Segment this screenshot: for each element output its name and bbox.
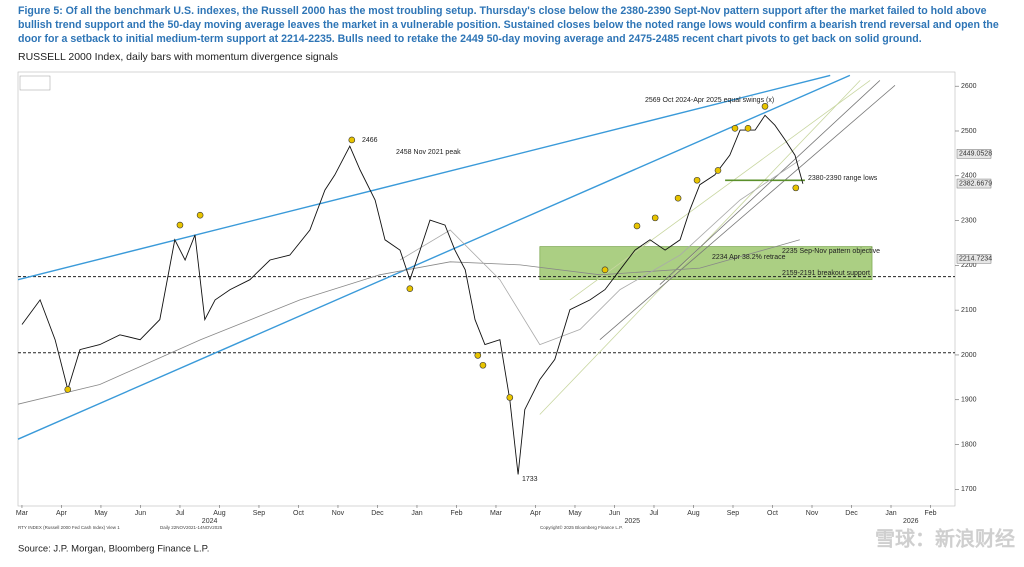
annotation: 2569 Oct 2024-Apr 2025 equal swings (x): [645, 97, 774, 104]
annotation: 2380-2390 range lows: [808, 175, 878, 182]
x-tick-label: Jul: [175, 510, 184, 517]
x-tick-label: Sep: [253, 510, 266, 517]
signal-dot: [792, 184, 800, 192]
annotation: 2466: [362, 137, 378, 144]
signal-dot: [506, 394, 514, 401]
year-label: 2024: [202, 518, 218, 525]
footer-note: RTY INDEX (Russell 2000 Fed Cash Index) …: [18, 525, 120, 530]
y-tick-label: 2000: [961, 352, 977, 359]
footer-note: Daily 22NOV2021-14NOV2025: [160, 525, 223, 530]
signal-dot: [196, 211, 204, 219]
x-tick-label: Apr: [56, 510, 68, 517]
legend-box: [19, 75, 51, 91]
x-tick-label: Jul: [650, 510, 659, 517]
x-tick-label: Mar: [16, 510, 29, 517]
signal-dot: [674, 194, 682, 202]
y-tick-label: 2200: [961, 262, 977, 269]
source: Source: J.P. Morgan, Bloomberg Finance L…: [18, 544, 209, 555]
x-tick-label: Apr: [530, 510, 542, 517]
footer-note: Copyright© 2025 Bloomberg Finance L.P.: [540, 524, 623, 530]
annotation: 2235 Sep-Nov pattern objective: [782, 248, 880, 255]
signal-dot: [714, 167, 722, 174]
chart-title: door for a setback to initial medium-ter…: [18, 33, 922, 45]
x-tick-label: Mar: [490, 510, 503, 517]
x-tick-label: Feb: [924, 510, 936, 517]
signal-dot: [744, 125, 752, 132]
y-tick-label: 1900: [961, 397, 977, 404]
moving-average: [17, 239, 800, 405]
channel-line: [599, 84, 896, 341]
y-tick-label: 2500: [961, 128, 977, 135]
annotation: 1733: [522, 476, 538, 483]
x-tick-label: Sep: [727, 510, 740, 517]
price-line: [21, 114, 804, 475]
axis-value-label: 2382.6679: [959, 180, 992, 187]
channel-line: [17, 74, 851, 440]
x-tick-label: Jan: [411, 510, 422, 517]
channel-line: [17, 74, 831, 281]
chart-title: Figure 5: Of all the benchmark U.S. inde…: [18, 5, 987, 17]
x-tick-label: Nov: [332, 510, 345, 517]
signal-dot: [761, 103, 769, 110]
channel-line: [659, 80, 881, 285]
x-tick-label: Nov: [806, 510, 819, 517]
signal-dot: [348, 136, 356, 144]
axis-value-box: [956, 149, 992, 159]
y-tick-label: 1700: [961, 486, 977, 493]
y-tick-label: 2600: [961, 83, 977, 90]
plot-frame: [17, 71, 956, 507]
x-tick-label: Aug: [687, 510, 700, 517]
axis-value-label: 2214.7234: [959, 256, 992, 263]
channel-line: [569, 80, 871, 301]
annotation: 2159-2191 breakout support: [782, 270, 870, 277]
x-tick-label: May: [94, 510, 108, 517]
year-label: 2025: [624, 518, 640, 525]
signal-dot: [64, 386, 72, 393]
annotation: 2458 Nov 2021 peak: [396, 149, 461, 156]
y-tick-label: 2400: [961, 173, 977, 180]
axis-value-box: [956, 178, 992, 189]
signal-dot: [601, 266, 609, 274]
chart-subtitle: RUSSELL 2000 Index, daily bars with mome…: [18, 51, 338, 63]
y-tick-label: 2100: [961, 307, 977, 314]
chart-title: bullish trend support and the 50-day mov…: [18, 19, 999, 31]
signal-dot: [633, 222, 641, 230]
year-label: 2026: [903, 518, 919, 525]
watermark: 雪球：新浪财经: [875, 526, 1015, 550]
y-tick-label: 1800: [961, 441, 977, 448]
x-tick-label: Oct: [767, 510, 778, 517]
signal-dot: [731, 125, 739, 132]
x-tick-label: Jan: [885, 510, 896, 517]
signal-dot: [479, 361, 487, 369]
axis-value-label: 2449.0528: [959, 151, 992, 158]
x-tick-label: Aug: [213, 510, 226, 517]
signal-dot: [693, 176, 701, 184]
x-tick-label: Dec: [371, 510, 384, 517]
signal-dot: [474, 352, 482, 359]
signal-dot: [406, 285, 414, 292]
moving-average: [399, 159, 801, 346]
x-tick-label: Jun: [135, 510, 146, 517]
annotation: 2234 Apr 38.2% retrace: [712, 254, 786, 261]
signal-dot: [651, 214, 659, 222]
x-tick-label: Dec: [845, 510, 858, 517]
x-tick-label: Jun: [609, 510, 620, 517]
x-tick-label: Feb: [450, 510, 462, 517]
axis-value-box: [956, 254, 992, 264]
x-tick-label: Oct: [293, 510, 304, 517]
signal-dot: [176, 221, 184, 229]
y-tick-label: 2300: [961, 217, 977, 224]
x-tick-label: May: [568, 510, 582, 517]
